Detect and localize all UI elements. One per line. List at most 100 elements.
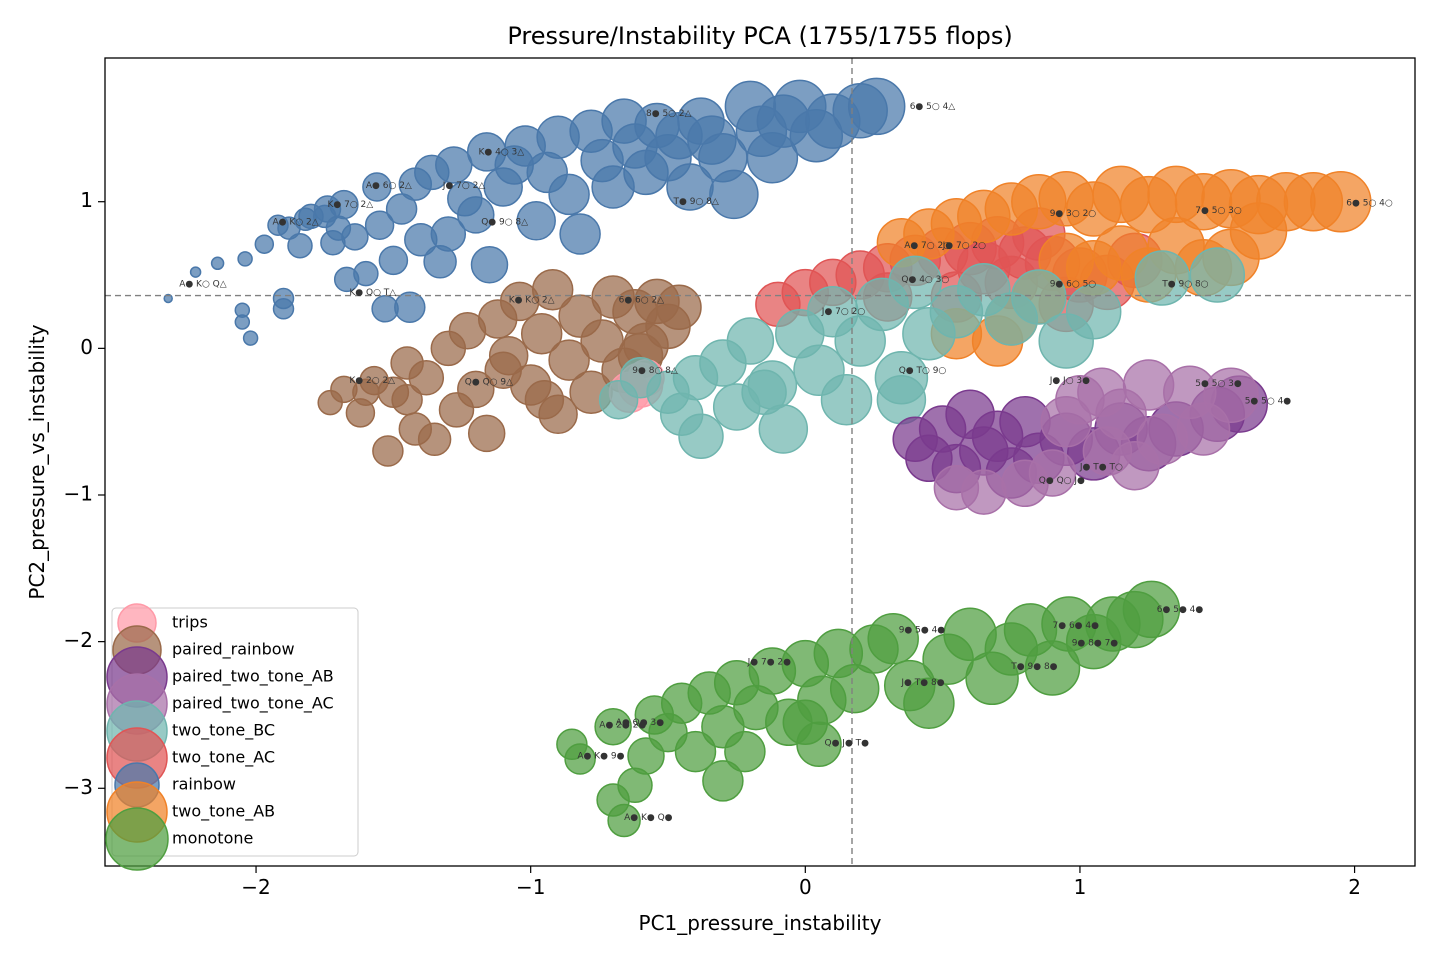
data-point: [531, 268, 574, 311]
data-point: [607, 803, 641, 838]
data-point: [163, 293, 173, 304]
point-label: 7● 5○ 3○: [1195, 206, 1242, 216]
x-axis-label: PC1_pressure_instability: [639, 911, 882, 935]
data-point: [867, 612, 919, 665]
series-two_tone_BC: [598, 247, 1246, 460]
x-tick-label: −1: [516, 875, 545, 899]
data-point: [829, 663, 880, 714]
data-point: [234, 302, 251, 318]
point-label: T● 9○ 8○: [1161, 279, 1208, 289]
data-point: [352, 378, 380, 407]
point-label: 5● 5○ 4●: [1245, 397, 1292, 407]
data-point: [548, 339, 590, 381]
data-point: [876, 374, 927, 425]
data-point: [189, 266, 202, 278]
data-point: [484, 351, 522, 390]
point-label: T● 9○ 8△: [673, 197, 719, 207]
point-label: Q● 4○ 3○: [901, 275, 949, 285]
data-point: [325, 215, 352, 241]
y-tick-label: −1: [64, 481, 93, 505]
plot-area: [163, 77, 1372, 838]
data-point: [1189, 247, 1246, 303]
data-point: [378, 245, 409, 276]
data-point: [758, 404, 809, 454]
point-label: Q● Q○ J●: [1039, 476, 1085, 486]
legend: trips paired_rainbow paired_two_tone_ABpai…: [105, 603, 359, 871]
data-point: [516, 201, 556, 241]
data-point: [656, 284, 702, 331]
point-label: A● 7○ 2○: [904, 241, 951, 251]
x-tick-label: 2: [1348, 875, 1361, 899]
data-point: [430, 216, 467, 252]
x-tick-label: 0: [799, 875, 812, 899]
point-label: Q● 9○ 8△: [481, 218, 528, 228]
reference-lines: [105, 58, 1415, 866]
point-label: A● K○ 2△: [273, 218, 319, 228]
point-label: A● K● Q●: [624, 813, 673, 823]
data-point: [674, 730, 717, 773]
data-point: [391, 383, 423, 416]
data-point: [559, 213, 601, 255]
series-paired_rainbow: [317, 268, 702, 467]
data-point: [820, 373, 873, 426]
x-tick-label: −2: [241, 875, 270, 899]
data-point: [678, 413, 724, 460]
legend-label: paired_two_tone_AC: [172, 694, 334, 714]
y-axis-label: PC2_pressure_vs_instability: [25, 324, 49, 599]
data-point: [1065, 283, 1122, 340]
point-label: Q● J● T●: [825, 738, 870, 748]
data-point: [520, 312, 563, 355]
point-label: Q● T○ 9○: [899, 366, 947, 376]
point-label: 6● 5○ 4△: [910, 102, 956, 112]
point-label: J● 7○ 2△: [442, 181, 486, 191]
data-point: [847, 77, 906, 136]
x-tick-label: 1: [1074, 875, 1087, 899]
data-point: [353, 260, 379, 287]
point-label: A● Q● 3●: [616, 718, 664, 728]
y-tick-label: −3: [64, 775, 93, 799]
point-label: J● 7● 2●: [747, 658, 792, 668]
data-point: [726, 317, 775, 365]
axis-ticks: −2 −1 0 1 2 −3 −2 −1 0 1: [64, 188, 1361, 899]
data-point: [903, 677, 955, 729]
point-label: 8● 5○ 2△: [646, 109, 692, 119]
data-point: [362, 172, 392, 202]
legend-label: two_tone_AB: [172, 802, 275, 822]
point-label: 9● 8○ 8△: [632, 366, 678, 376]
data-point: [524, 379, 565, 420]
data-point: [1082, 426, 1133, 476]
point-label: K● K○ 2△: [509, 296, 555, 306]
point-label: 9● 3○ 2○: [1050, 209, 1097, 219]
legend-label: paired_two_tone_AB: [172, 667, 334, 687]
axes-frame: [104, 57, 1416, 867]
legend-label: two_tone_AC: [172, 748, 275, 768]
point-label: A● K● 9●: [577, 752, 624, 762]
point-label: K● Q○ T△: [349, 288, 396, 298]
y-tick-label: 0: [80, 335, 93, 359]
point-label: A● 6○ 2△: [366, 181, 412, 191]
legend-label: rainbow: [172, 775, 236, 794]
point-label: 9● 5● 4●: [899, 625, 946, 635]
legend-label: monotone: [172, 829, 253, 848]
data-point: [467, 414, 506, 453]
data-point: [741, 369, 787, 416]
point-labels: 8● 5○ 2△ 6● 5○ 4△ K● 4○ 3△ A● 6○ 2△ J● 7○ 2△…: [179, 102, 1393, 823]
data-point: [417, 422, 452, 457]
legend-label: trips: [172, 613, 208, 632]
legend-label: two_tone_BC: [172, 721, 275, 741]
legend-marker: [105, 807, 169, 871]
data-point: [364, 210, 395, 240]
data-point: [287, 232, 313, 259]
point-label: J● T● T○: [1079, 463, 1123, 473]
point-label: 6● 6○ 2△: [619, 296, 665, 306]
point-label: K● 4○ 3△: [479, 147, 525, 157]
data-point: [1040, 395, 1092, 448]
point-label: A● K○ Q△: [179, 279, 227, 289]
data-point: [724, 730, 766, 773]
point-label: 9● 6○ 5○: [1050, 279, 1097, 289]
point-label: 5● 5○ 3●: [1195, 379, 1242, 389]
data-point: [1122, 580, 1181, 639]
point-label: J● J○ 3●: [1049, 376, 1090, 386]
data-point: [435, 146, 473, 184]
y-tick-label: 1: [80, 188, 93, 212]
